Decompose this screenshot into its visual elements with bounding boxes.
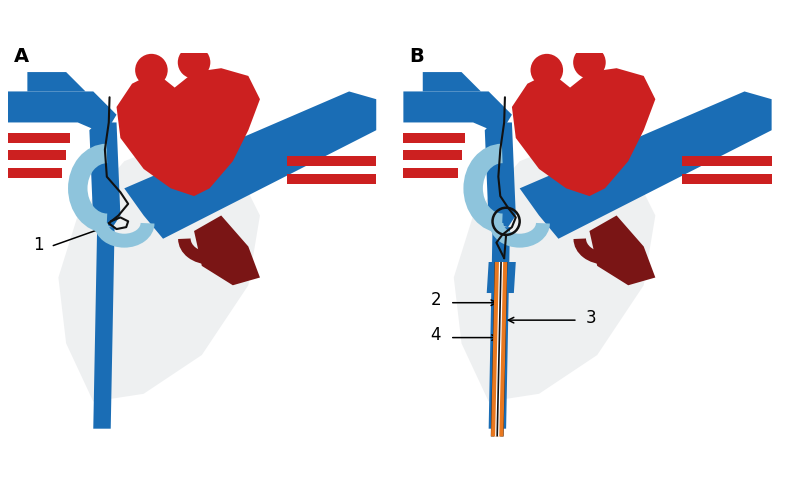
Polygon shape xyxy=(8,168,62,178)
Polygon shape xyxy=(682,156,772,166)
Polygon shape xyxy=(89,122,121,227)
Polygon shape xyxy=(590,215,655,285)
Text: A: A xyxy=(14,47,29,67)
Polygon shape xyxy=(489,227,510,429)
Polygon shape xyxy=(8,150,66,160)
Text: B: B xyxy=(409,47,424,67)
Polygon shape xyxy=(287,174,376,184)
Circle shape xyxy=(135,54,168,86)
Polygon shape xyxy=(403,168,458,178)
Polygon shape xyxy=(403,133,465,143)
Polygon shape xyxy=(512,68,655,196)
Text: 1: 1 xyxy=(34,236,44,254)
Polygon shape xyxy=(403,91,512,134)
Polygon shape xyxy=(423,72,481,91)
Polygon shape xyxy=(454,138,655,402)
Polygon shape xyxy=(485,122,516,227)
Text: 4: 4 xyxy=(431,326,441,344)
Polygon shape xyxy=(93,227,114,429)
Polygon shape xyxy=(8,91,117,134)
Polygon shape xyxy=(682,174,772,184)
Text: 3: 3 xyxy=(586,309,596,327)
Polygon shape xyxy=(519,91,772,239)
Circle shape xyxy=(531,54,563,86)
Circle shape xyxy=(573,46,606,79)
Polygon shape xyxy=(125,91,376,239)
Polygon shape xyxy=(487,262,516,293)
Circle shape xyxy=(177,46,210,79)
Polygon shape xyxy=(287,156,376,166)
Polygon shape xyxy=(58,138,260,402)
Polygon shape xyxy=(8,133,70,143)
Polygon shape xyxy=(27,72,85,91)
Text: 2: 2 xyxy=(431,291,441,310)
Polygon shape xyxy=(403,150,462,160)
Polygon shape xyxy=(117,68,260,196)
Polygon shape xyxy=(194,215,260,285)
